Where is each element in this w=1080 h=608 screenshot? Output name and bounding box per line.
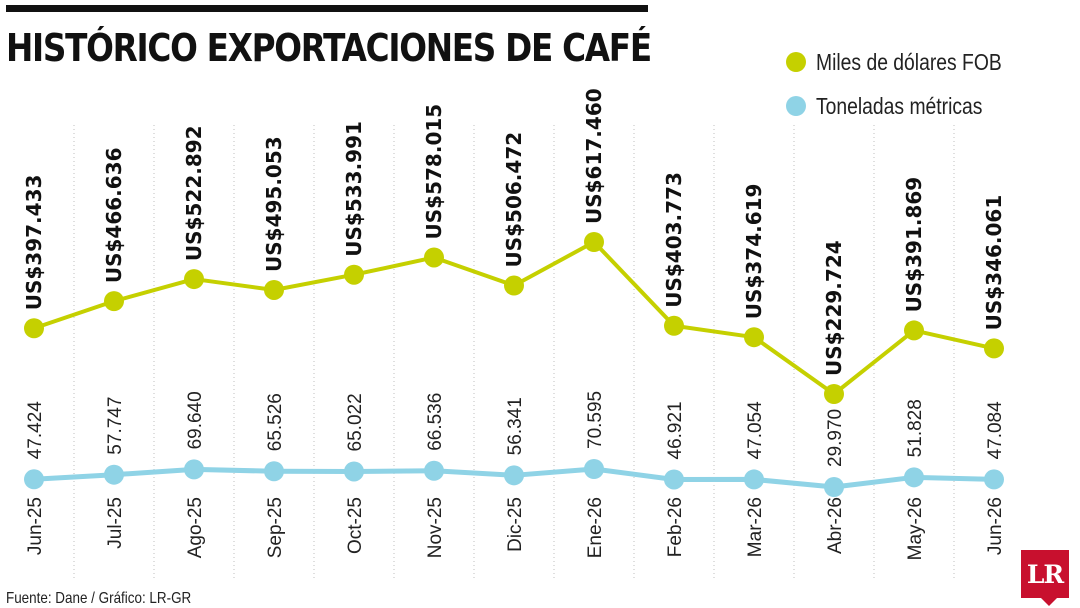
data-label-toneladas: 47.424 [25, 401, 46, 460]
point-fob [104, 291, 124, 312]
category-label: Dic-25 [505, 497, 526, 552]
category-label: Jul-25 [105, 497, 126, 549]
point-fob [584, 232, 604, 252]
point-fob [344, 264, 364, 285]
category-label: Feb-26 [665, 497, 686, 557]
lr-logo: LR [1021, 550, 1069, 598]
point-toneladas [424, 460, 444, 481]
data-label-fob: US$397.433 [22, 175, 46, 311]
point-fob [904, 320, 924, 341]
lr-logo-tail [1041, 598, 1057, 606]
category-label: Mar-26 [745, 497, 766, 557]
data-label-toneladas: 66.536 [425, 393, 446, 451]
point-toneladas [584, 459, 604, 479]
point-fob [504, 275, 524, 296]
data-label-toneladas: 65.022 [345, 393, 366, 451]
top-rule [6, 5, 648, 12]
data-label-fob: US$495.053 [262, 136, 286, 272]
point-toneladas [824, 477, 844, 497]
point-fob [424, 247, 444, 268]
point-fob [824, 384, 844, 404]
category-label: Ago-25 [185, 497, 206, 558]
category-label: Jun-26 [985, 497, 1006, 555]
legend-marker-fob [786, 52, 806, 72]
point-toneladas [664, 469, 684, 490]
category-label: Nov-25 [425, 497, 446, 558]
data-label-toneladas: 47.084 [985, 401, 1006, 460]
category-label: Jun-25 [25, 497, 46, 555]
point-toneladas [744, 469, 764, 490]
data-label-fob: US$466.636 [102, 147, 126, 283]
legend-label-toneladas: Toneladas métricas [816, 92, 983, 119]
legend-marker-toneladas [786, 96, 806, 116]
point-toneladas [504, 465, 524, 486]
point-fob [184, 269, 204, 290]
data-label-fob: US$229.724 [822, 240, 846, 376]
category-label: Oct-25 [345, 497, 366, 554]
data-label-fob: US$391.869 [902, 177, 926, 313]
data-label-fob: US$374.619 [742, 184, 766, 320]
point-toneladas [904, 467, 924, 488]
point-toneladas [104, 464, 124, 485]
chart-title: HISTÓRICO EXPORTACIONES DE CAFÉ [6, 26, 652, 70]
data-label-toneladas: 70.595 [585, 391, 606, 449]
category-label: May-26 [905, 497, 926, 560]
data-label-fob: US$346.061 [982, 195, 1006, 331]
category-label: Ene-26 [585, 497, 606, 558]
data-label-fob: US$533.991 [342, 121, 366, 257]
source-note: Fuente: Dane / Gráfico: LR-GR [6, 590, 192, 607]
point-fob [264, 279, 284, 300]
point-fob [744, 327, 764, 348]
data-label-toneladas: 46.921 [665, 401, 686, 459]
point-toneladas [264, 461, 284, 482]
point-fob [984, 338, 1004, 359]
data-label-fob: US$617.460 [582, 88, 606, 224]
data-label-fob: US$506.472 [502, 132, 526, 268]
data-label-fob: US$403.773 [662, 172, 686, 308]
category-label: Sep-25 [265, 497, 286, 558]
legend-item-toneladas: Toneladas métricas [786, 91, 1014, 121]
legend-item-fob: Miles de dólares FOB [786, 47, 1037, 77]
data-label-toneladas: 69.640 [185, 391, 206, 449]
data-label-fob: US$522.892 [182, 125, 206, 261]
point-fob [664, 315, 684, 336]
data-label-toneladas: 56.341 [505, 397, 526, 455]
category-label: Abr-26 [825, 497, 846, 554]
data-label-toneladas: 47.054 [745, 401, 766, 460]
point-toneladas [984, 469, 1004, 490]
data-label-toneladas: 51.828 [905, 399, 926, 457]
data-label-toneladas: 57.747 [105, 397, 126, 455]
point-toneladas [24, 469, 44, 490]
data-label-toneladas: 29.970 [825, 409, 846, 467]
data-label-fob: US$578.015 [422, 104, 446, 240]
data-label-toneladas: 65.526 [265, 393, 286, 451]
point-fob [24, 318, 44, 339]
point-toneladas [344, 461, 364, 482]
point-toneladas [184, 459, 204, 480]
legend-label-fob: Miles de dólares FOB [816, 48, 1002, 75]
